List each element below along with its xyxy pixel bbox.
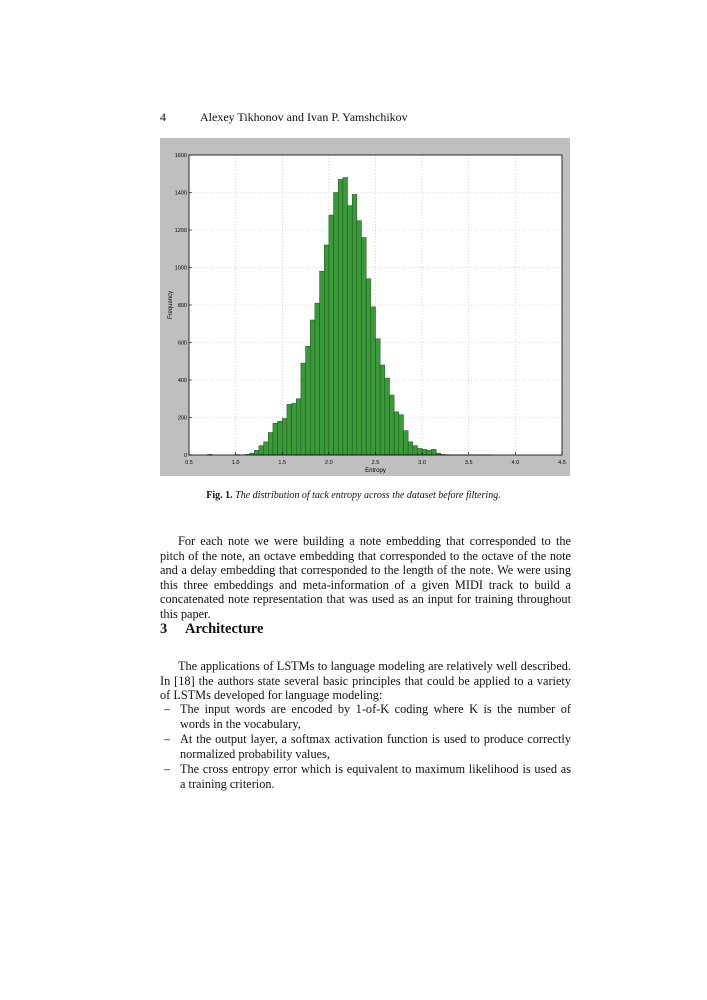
histogram-bar (300, 362, 306, 456)
histogram-bar (426, 450, 432, 456)
histogram-bar (379, 364, 386, 456)
y-tick-label: 200 (178, 416, 187, 422)
header-authors: Alexey Tikhonov and Ivan P. Yamshchikov (200, 110, 408, 124)
histogram-bar (351, 194, 358, 456)
y-tick-label: 1200 (175, 228, 187, 234)
histogram-bar (272, 422, 278, 456)
list-item: – At the output layer, a softmax activati… (160, 732, 571, 761)
histogram-bar (258, 445, 264, 456)
page-number: 4 (160, 110, 166, 124)
paragraph-lstm-intro: The applications of LSTMs to language mo… (160, 659, 571, 703)
list-item-text: The cross entropy error which is equival… (180, 762, 571, 791)
bullet-dash: – (164, 732, 171, 747)
histogram-bar (319, 271, 325, 456)
x-tick-label: 1.5 (278, 460, 286, 466)
section-number: 3 (160, 621, 168, 637)
histogram-bar (309, 319, 316, 456)
entropy-histogram-chart: 0.5 1.0 1.5 2.0 2.5 3.0 3.5 4.0 4.5 0 200 400 600 800… (168, 153, 566, 474)
running-header: 4 Alexey Tikhonov and Ivan P. Yamshchikov (160, 110, 408, 125)
histogram-bar (361, 237, 367, 456)
y-tick-label: 1400 (175, 191, 187, 197)
caption-label: Fig. 1. (206, 490, 233, 501)
list-item-text: The input words are encoded by 1-of-K co… (180, 702, 571, 731)
y-tick-label: 800 (178, 303, 187, 309)
y-tick-label: 1000 (175, 266, 187, 272)
principles-list: – The input words are encoded by 1-of-K c… (160, 702, 571, 793)
histogram-bar (384, 377, 390, 456)
histogram-bar (389, 394, 395, 456)
y-tick-label: 400 (178, 378, 187, 384)
y-axis-label: Frequency (168, 291, 174, 319)
y-tick-label: 0 (184, 453, 187, 459)
x-tick-label: 2.0 (325, 460, 333, 466)
histogram-figure: 0.5 1.0 1.5 2.0 2.5 3.0 3.5 4.0 4.5 0 200 400 600 800… (160, 138, 570, 476)
list-item: – The cross entropy error which is equiva… (160, 762, 571, 791)
histogram-bar (356, 220, 362, 456)
caption-text: The distribution of tack entropy across … (235, 490, 501, 501)
x-tick-label: 4.5 (558, 460, 566, 466)
section-heading: 3 Architecture (160, 621, 263, 638)
histogram-bar (305, 346, 311, 456)
histogram-bar (314, 302, 320, 456)
histogram-bar (431, 449, 437, 456)
paragraph-embeddings: For each note we were building a note em… (160, 534, 571, 621)
x-tick-label: 1.0 (232, 460, 240, 466)
histogram-bar (347, 205, 353, 456)
bullet-dash: – (164, 762, 171, 777)
list-item-text: At the output layer, a softmax activatio… (180, 732, 571, 761)
x-tick-label: 4.0 (512, 460, 520, 466)
histogram-bar (370, 306, 376, 456)
histogram-bar (417, 448, 423, 456)
histogram-bar (342, 177, 348, 456)
histogram-bar (398, 414, 404, 456)
section-title: Architecture (185, 621, 264, 637)
x-tick-label: 3.0 (418, 460, 426, 466)
histogram-bar (393, 411, 400, 456)
y-tick-label: 600 (178, 341, 187, 347)
histogram-bar (291, 403, 297, 456)
histogram-bar (277, 421, 283, 456)
histogram-bar (282, 418, 288, 456)
histogram-bar (337, 179, 344, 456)
x-tick-label: 0.5 (185, 460, 193, 466)
x-tick-label: 2.5 (372, 460, 380, 466)
bullet-dash: – (164, 702, 171, 716)
histogram-bar (407, 441, 414, 456)
histogram-bar (421, 449, 428, 456)
histogram-bar (263, 441, 269, 456)
figure-caption: Fig. 1. The distribution of tack entropy… (0, 490, 707, 501)
y-tick-label: 1600 (175, 153, 187, 159)
histogram-bar (286, 404, 292, 456)
histogram-bar (403, 430, 409, 456)
histogram-bar (365, 278, 372, 456)
x-axis-label: Entropy (365, 468, 386, 474)
histogram-bar (333, 192, 339, 456)
histogram-bar (328, 214, 334, 456)
histogram-bar (412, 445, 418, 456)
x-tick-label: 3.5 (465, 460, 473, 466)
histogram-bar (375, 338, 381, 456)
histogram-bar (268, 432, 274, 456)
histogram-bar (323, 244, 330, 456)
histogram-bar (254, 450, 260, 456)
list-item: – The input words are encoded by 1-of-K c… (160, 702, 571, 731)
histogram-bar (295, 398, 302, 456)
